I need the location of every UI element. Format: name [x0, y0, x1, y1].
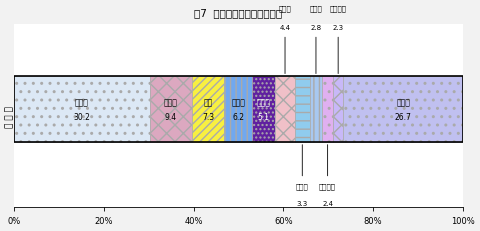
Text: 7.3: 7.3 [202, 112, 214, 121]
Text: 6.2: 6.2 [232, 112, 244, 121]
Text: その他: その他 [396, 98, 410, 107]
Bar [150, 77, 192, 142]
Text: 木更津市: 木更津市 [319, 183, 336, 189]
Text: 市川市: 市川市 [257, 98, 271, 107]
Text: 千葉市: 千葉市 [75, 98, 89, 107]
Bar [333, 77, 343, 142]
Text: 3.3: 3.3 [297, 200, 308, 206]
Text: 2.8: 2.8 [311, 25, 322, 31]
Bar [192, 77, 225, 142]
Text: 八千代市: 八千代市 [330, 5, 347, 12]
Bar [295, 77, 310, 142]
Bar [310, 77, 322, 142]
Text: 成田市: 成田市 [310, 5, 323, 12]
Text: 市原市: 市原市 [296, 183, 309, 189]
Title: 図7  販売額の市町村別構成比: 図7 販売額の市町村別構成比 [194, 9, 282, 18]
Bar [14, 77, 150, 142]
Text: 柏市: 柏市 [204, 98, 213, 107]
Bar [225, 77, 252, 142]
Text: 浦安市: 浦安市 [279, 5, 291, 12]
Text: 5.1: 5.1 [258, 112, 270, 121]
Text: 4.4: 4.4 [279, 25, 290, 31]
Text: 2.3: 2.3 [333, 25, 344, 31]
Text: 船橋市: 船橋市 [164, 98, 178, 107]
Text: 松戸市: 松戸市 [231, 98, 245, 107]
Bar [343, 77, 463, 142]
Bar [275, 77, 295, 142]
Bar [322, 77, 333, 142]
Text: 2.4: 2.4 [322, 200, 333, 206]
Y-axis label: 販 売 額: 販 売 額 [6, 105, 14, 127]
Text: 30.2: 30.2 [73, 112, 90, 121]
Text: 26.7: 26.7 [395, 112, 412, 121]
Bar [252, 77, 275, 142]
Bar [14, 77, 463, 142]
Text: 9.4: 9.4 [165, 112, 177, 121]
